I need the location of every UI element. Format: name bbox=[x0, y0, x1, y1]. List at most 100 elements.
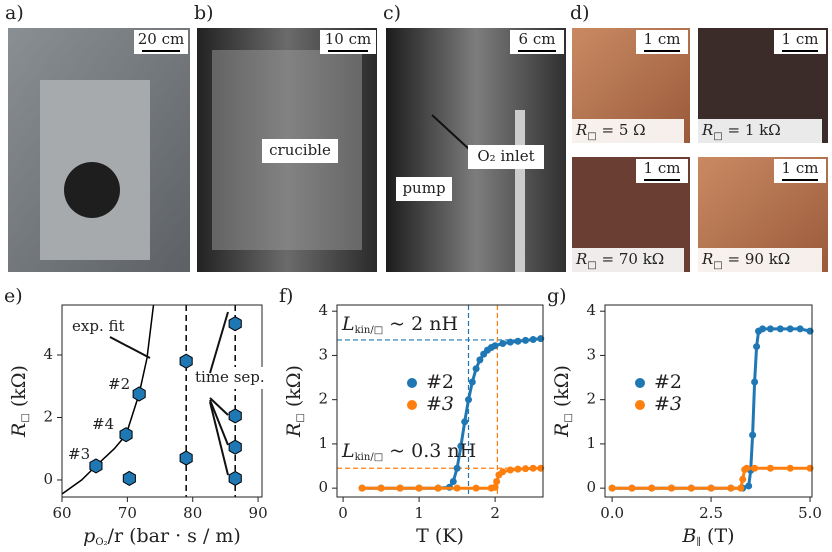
y-axis-label: R□ (kΩ) bbox=[8, 365, 31, 438]
point bbox=[777, 325, 784, 332]
point bbox=[492, 342, 499, 349]
point bbox=[133, 387, 145, 401]
y-axis-label-part: □ bbox=[20, 413, 31, 422]
annotation: pump bbox=[402, 179, 445, 197]
annotation: Lkin/□ ~ 2 nH bbox=[341, 313, 458, 336]
point bbox=[787, 325, 794, 332]
x-tick-label: 60 bbox=[52, 504, 71, 522]
legend-label: #3 bbox=[426, 393, 454, 415]
x-axis-label-part: /r (bar · s / m) bbox=[108, 525, 241, 547]
x-axis-label-part: p bbox=[83, 525, 95, 547]
y-axis-label-part: R bbox=[551, 423, 573, 438]
tile-caption: R□ = 5 Ω bbox=[575, 121, 646, 142]
y-axis-label-part: (kΩ) bbox=[283, 365, 305, 413]
point bbox=[759, 325, 766, 332]
point bbox=[609, 485, 616, 492]
annotation: #3 bbox=[68, 445, 90, 463]
point bbox=[708, 485, 715, 492]
point bbox=[461, 418, 468, 425]
point bbox=[522, 337, 529, 344]
annotation: O₂ inlet bbox=[477, 147, 534, 165]
x-tick-label: 70 bbox=[118, 504, 137, 522]
point bbox=[727, 485, 734, 492]
y-axis-label: R□ (kΩ) bbox=[283, 365, 306, 438]
point bbox=[745, 482, 752, 489]
arrow bbox=[110, 337, 150, 358]
annotation: Lkin/□ ~ 0.3 nH bbox=[341, 440, 476, 463]
annotation-part: L bbox=[341, 440, 355, 462]
legend-marker bbox=[407, 400, 417, 410]
tile-caption-part: R bbox=[575, 250, 587, 268]
panel-label: b) bbox=[194, 2, 214, 24]
tile-caption: R□ = 1 kΩ bbox=[701, 121, 781, 142]
panel-label: d) bbox=[570, 2, 590, 24]
point bbox=[751, 378, 758, 385]
annotation: crucible bbox=[269, 141, 331, 159]
scale-label: 1 cm bbox=[644, 159, 681, 177]
y-tick-label: 4 bbox=[586, 301, 596, 319]
x-tick-label: 0.0 bbox=[600, 504, 624, 522]
y-tick-label: 0 bbox=[318, 478, 328, 496]
x-axis-label-part: O₂ bbox=[95, 537, 107, 548]
annotation-part: kin/□ bbox=[355, 325, 384, 336]
point bbox=[180, 451, 192, 465]
y-tick-label: 0 bbox=[43, 470, 53, 488]
y-tick-label: 3 bbox=[586, 345, 596, 363]
scale-label: 6 cm bbox=[519, 30, 556, 48]
annotation-part: L bbox=[341, 313, 355, 335]
point bbox=[522, 465, 529, 472]
scale-label: 1 cm bbox=[782, 159, 819, 177]
point bbox=[514, 466, 521, 473]
point bbox=[465, 396, 472, 403]
point bbox=[469, 378, 476, 385]
tile-caption-part: = 5 Ω bbox=[597, 121, 646, 139]
point bbox=[90, 459, 102, 473]
point bbox=[229, 409, 241, 423]
tile-caption-part: = 90 kΩ bbox=[723, 250, 791, 268]
y-tick-label: 2 bbox=[586, 390, 596, 408]
point bbox=[229, 440, 241, 454]
point bbox=[493, 478, 500, 485]
scale-label: 20 cm bbox=[138, 30, 184, 48]
x-axis-label-part: B bbox=[681, 525, 696, 547]
scale-label: 10 cm bbox=[325, 30, 371, 48]
y-axis-label-part: R bbox=[8, 423, 30, 438]
y-tick-label: 4 bbox=[43, 345, 53, 363]
y-tick-label: 2 bbox=[43, 407, 53, 425]
tile-caption-part: R bbox=[701, 121, 713, 139]
photo-detail bbox=[64, 162, 120, 218]
x-tick-label: 0 bbox=[338, 504, 348, 522]
point bbox=[416, 485, 423, 492]
annotation-part: ~ 2 nH bbox=[383, 313, 458, 335]
y-axis-label-part: □ bbox=[563, 413, 574, 422]
point bbox=[180, 354, 192, 368]
annotation: #2 bbox=[108, 375, 130, 393]
annotation-part: ~ 0.3 nH bbox=[383, 440, 476, 462]
point bbox=[229, 471, 241, 485]
point bbox=[507, 467, 514, 474]
y-tick-label: 1 bbox=[318, 434, 328, 452]
x-tick-label: 5.0 bbox=[798, 504, 822, 522]
legend-marker bbox=[635, 378, 645, 388]
panel-label: a) bbox=[5, 2, 24, 24]
point bbox=[514, 338, 521, 345]
y-axis-label-part: R bbox=[283, 423, 305, 438]
point bbox=[668, 485, 675, 492]
x-tick-label: 2.5 bbox=[699, 504, 723, 522]
scale-label: 1 cm bbox=[644, 30, 681, 48]
x-axis-label: B∥ (T) bbox=[681, 525, 734, 548]
point bbox=[454, 465, 461, 472]
point bbox=[435, 485, 442, 492]
point bbox=[454, 485, 461, 492]
legend-marker bbox=[635, 400, 645, 410]
annotation: time sep. bbox=[195, 368, 265, 386]
annotation-part: kin/□ bbox=[355, 452, 384, 463]
tile-caption-part: R bbox=[701, 250, 713, 268]
point bbox=[743, 465, 750, 472]
x-axis-label: T (K) bbox=[416, 525, 464, 547]
y-axis-label-part: (kΩ) bbox=[8, 365, 30, 413]
point bbox=[450, 478, 457, 485]
y-tick-label: 4 bbox=[318, 301, 328, 319]
legend-marker bbox=[407, 378, 417, 388]
point bbox=[473, 365, 480, 372]
